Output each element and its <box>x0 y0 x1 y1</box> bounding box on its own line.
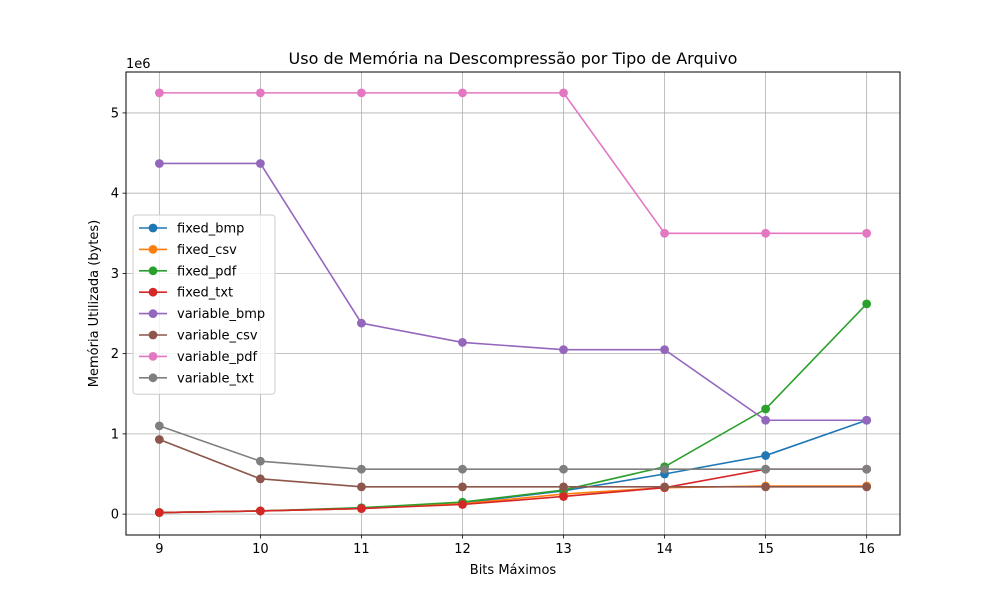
legend-item-variable-pdf[interactable]: variable_pdf <box>139 350 257 365</box>
x-tick-label: 14 <box>656 542 673 557</box>
series-variable-csv <box>154 435 872 492</box>
series-line <box>159 92 867 235</box>
data-point <box>458 500 467 509</box>
legend-label: fixed_csv <box>177 243 237 258</box>
data-point <box>154 508 164 517</box>
data-point <box>862 228 872 238</box>
x-axis-title: Bits Máximos <box>470 563 557 578</box>
legend-label: variable_pdf <box>177 350 257 365</box>
data-point <box>255 474 265 484</box>
legend[interactable]: fixed_bmp fixed_csv fixed_pdf fixed_txtvari… <box>132 214 276 395</box>
data-point <box>154 159 164 168</box>
series-variable-txt <box>154 421 872 474</box>
y-axis-title: Memória Utilizada (bytes) <box>87 220 102 387</box>
data-point <box>761 464 771 474</box>
y-tick-label: 1 <box>111 427 119 442</box>
data-point <box>357 482 366 492</box>
x-tick-label: 11 <box>353 542 370 557</box>
data-point <box>862 299 872 309</box>
data-point <box>357 88 366 98</box>
data-point <box>357 504 366 513</box>
legend-item-variable-csv[interactable]: variable_csv <box>139 329 258 344</box>
x-tick-label: 13 <box>555 542 572 557</box>
data-point <box>761 482 771 492</box>
data-point <box>559 88 568 98</box>
series-variable-bmp <box>154 159 872 425</box>
plot-frame <box>125 71 901 536</box>
series-variable-pdf <box>154 88 872 238</box>
legend-marker <box>148 352 158 361</box>
data-point <box>559 345 568 355</box>
data-point <box>255 456 265 466</box>
legend-item-fixed-bmp[interactable]: fixed_bmp <box>139 222 244 237</box>
legend-item-fixed-pdf[interactable]: fixed_pdf <box>139 264 237 279</box>
data-point <box>559 492 568 501</box>
data-point <box>458 464 467 474</box>
data-point <box>660 482 669 492</box>
data-point <box>357 464 366 474</box>
legend-label: fixed_pdf <box>177 264 237 279</box>
data-point <box>761 451 771 460</box>
data-point <box>458 338 467 347</box>
data-point <box>154 88 164 98</box>
legend-item-variable-bmp[interactable]: variable_bmp <box>139 307 265 322</box>
legend-marker <box>148 373 158 383</box>
data-point <box>862 482 872 492</box>
legend-item-fixed-txt[interactable]: fixed_txt <box>139 286 233 301</box>
data-point <box>761 404 771 414</box>
series-line <box>159 425 867 471</box>
data-point <box>660 228 669 238</box>
y-tick-label: 3 <box>111 267 119 282</box>
data-point <box>357 318 366 328</box>
legend-label: fixed_bmp <box>177 222 244 237</box>
legend-marker <box>148 266 158 276</box>
series-line <box>159 468 867 514</box>
legend-label: variable_csv <box>177 329 258 344</box>
data-point <box>458 482 467 492</box>
data-point <box>660 464 669 474</box>
legend-item-fixed-csv[interactable]: fixed_csv <box>139 243 237 258</box>
x-tick-label: 12 <box>454 542 471 557</box>
data-point <box>761 415 771 425</box>
x-tick-label: 9 <box>155 542 163 557</box>
legend-marker <box>148 245 158 254</box>
legend-box <box>132 214 276 395</box>
data-point <box>255 506 265 516</box>
series-line <box>159 438 867 488</box>
series-line <box>159 485 867 514</box>
x-tick-label: 15 <box>757 542 774 557</box>
legend-label: variable_bmp <box>177 307 265 322</box>
data-point <box>255 159 265 168</box>
y-tick-label: 2 <box>111 347 119 362</box>
y-tick-label: 0 <box>111 508 119 523</box>
data-point <box>862 415 872 425</box>
x-tick-label: 16 <box>858 542 875 557</box>
legend-marker <box>148 330 158 340</box>
data-point <box>255 88 265 98</box>
data-point <box>458 88 467 98</box>
legend-marker <box>148 287 158 297</box>
legend-item-variable-txt[interactable]: variable_txt <box>139 371 254 386</box>
y-tick-label: 5 <box>111 106 119 121</box>
data-point <box>559 482 568 492</box>
data-point <box>154 435 164 444</box>
legend-label: variable_txt <box>177 371 254 386</box>
y-axis-multiplier: 1e6 <box>126 57 151 72</box>
legend-marker <box>148 223 158 233</box>
data-point <box>559 464 568 474</box>
data-point <box>862 464 872 474</box>
series-layer <box>154 88 872 517</box>
data-point <box>660 345 669 355</box>
series-line <box>159 162 867 422</box>
data-point <box>761 228 771 238</box>
data-point <box>154 421 164 431</box>
chart-title: Uso de Memória na Descompressão por Tipo… <box>289 49 738 68</box>
legend-label: fixed_txt <box>177 286 233 301</box>
x-tick-label: 10 <box>252 542 269 557</box>
legend-marker <box>148 309 158 318</box>
y-tick-label: 4 <box>111 187 119 202</box>
